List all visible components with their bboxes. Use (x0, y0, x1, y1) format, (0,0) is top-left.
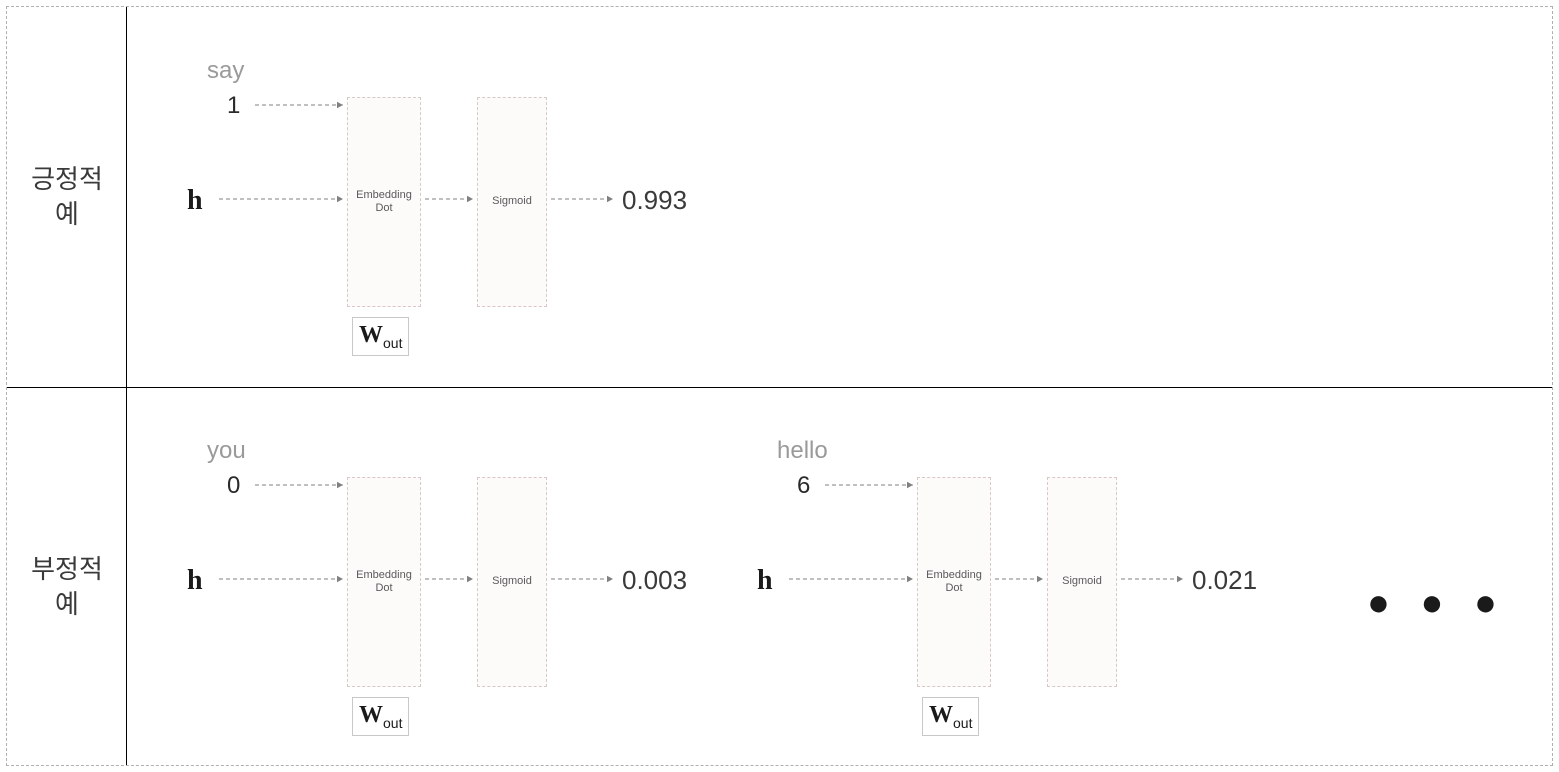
embedding-dot-label: EmbeddingDot (926, 569, 982, 595)
w-out-label: W (929, 702, 953, 728)
positive-label-line2: 예 (55, 199, 79, 229)
w-out-weight: Wout (352, 317, 409, 356)
positive-row-label: 긍정적 예 (7, 162, 127, 232)
w-out-label: W (359, 322, 383, 348)
ellipsis-icon: ● ● ● (1367, 582, 1507, 625)
sigmoid-node: Sigmoid (477, 477, 547, 687)
row-divider (7, 387, 1552, 388)
embedding-dot-label: EmbeddingDot (356, 569, 412, 595)
output-value: 0.993 (622, 185, 687, 216)
embedding-dot-label: EmbeddingDot (356, 189, 412, 215)
word-label: hello (777, 437, 828, 465)
diagram-frame: 긍정적 예 부정적 예 say 1 h EmbeddingDot Sigmoid Wout… (6, 6, 1553, 766)
w-out-sub: out (383, 335, 402, 351)
flow-unit-neg-hello: hello 6 h EmbeddingDot Sigmoid Wout 0.021 (727, 407, 1287, 757)
hidden-vector-label: h (757, 565, 773, 597)
output-value: 0.021 (1192, 565, 1257, 596)
word-label: you (207, 437, 246, 465)
ellipsis-text: ● ● ● (1367, 582, 1507, 624)
w-out-sub: out (383, 715, 402, 731)
word-index: 6 (797, 472, 810, 500)
w-out-weight: Wout (352, 697, 409, 736)
embedding-dot-node: EmbeddingDot (917, 477, 991, 687)
sigmoid-label: Sigmoid (492, 195, 532, 208)
flow-unit-pos-say: say 1 h EmbeddingDot Sigmoid Wout 0.993 (157, 27, 717, 377)
hidden-vector-label: h (187, 565, 203, 597)
sigmoid-label: Sigmoid (1062, 575, 1102, 588)
embedding-dot-node: EmbeddingDot (347, 477, 421, 687)
flow-unit-neg-you: you 0 h EmbeddingDot Sigmoid Wout 0.003 (157, 407, 717, 757)
row-label-column (7, 7, 127, 765)
word-index: 0 (227, 472, 240, 500)
w-out-sub: out (953, 715, 972, 731)
negative-label-line2: 예 (55, 589, 79, 619)
word-label: say (207, 57, 244, 85)
negative-row-label: 부정적 예 (7, 552, 127, 622)
w-out-weight: Wout (922, 697, 979, 736)
sigmoid-label: Sigmoid (492, 575, 532, 588)
embedding-dot-node: EmbeddingDot (347, 97, 421, 307)
sigmoid-node: Sigmoid (1047, 477, 1117, 687)
sigmoid-node: Sigmoid (477, 97, 547, 307)
output-value: 0.003 (622, 565, 687, 596)
hidden-vector-label: h (187, 185, 203, 217)
positive-label-line1: 긍정적 (31, 164, 103, 194)
word-index: 1 (227, 92, 240, 120)
w-out-label: W (359, 702, 383, 728)
negative-label-line1: 부정적 (31, 554, 103, 584)
